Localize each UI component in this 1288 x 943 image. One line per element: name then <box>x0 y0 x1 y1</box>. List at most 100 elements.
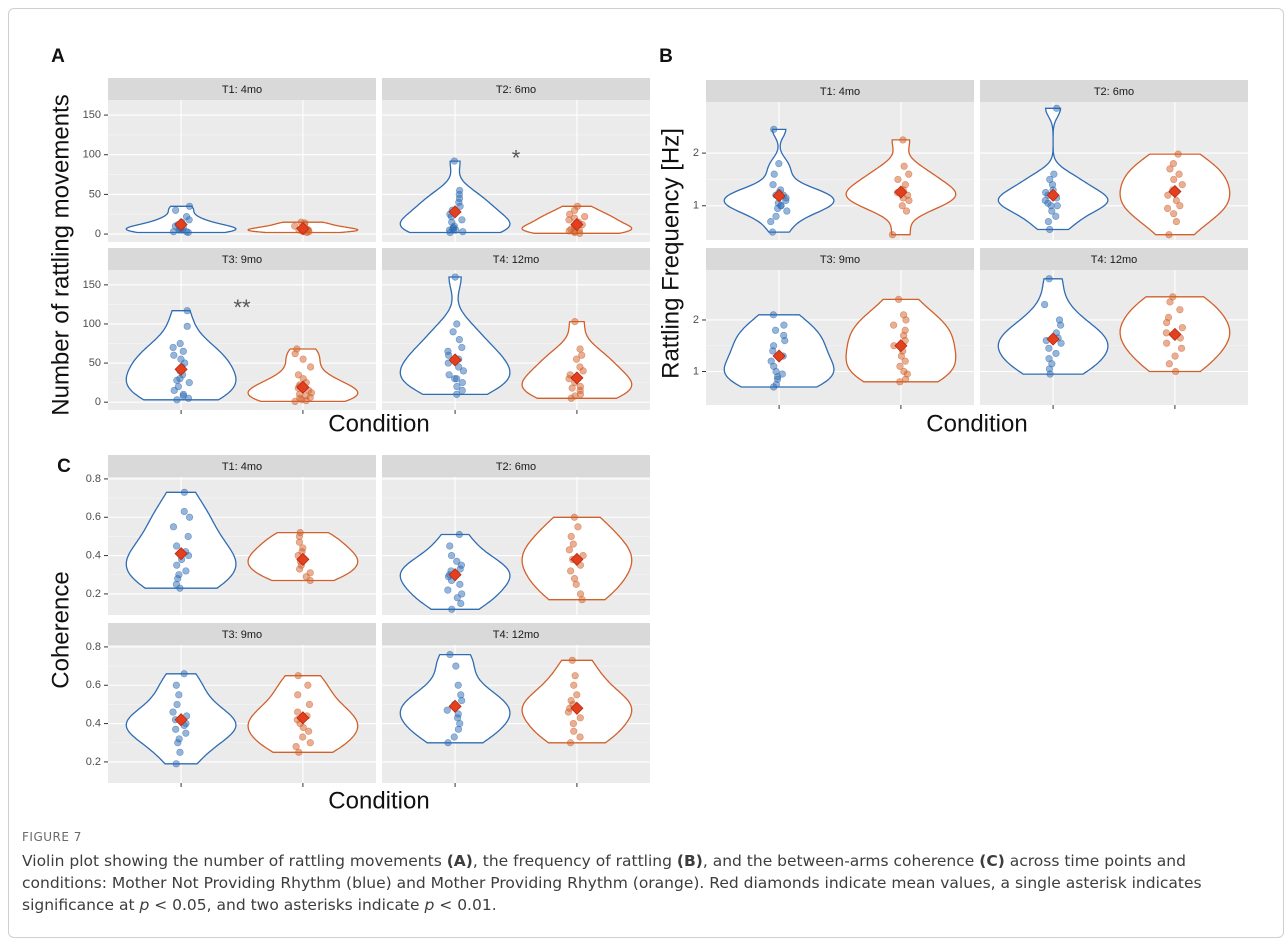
data-point <box>172 725 180 733</box>
data-point <box>458 590 466 598</box>
data-point <box>1045 355 1053 363</box>
data-point <box>569 719 577 728</box>
strip-title: T3: 9mo <box>820 254 860 266</box>
data-point <box>1170 175 1178 184</box>
data-point <box>306 569 314 577</box>
data-point <box>179 390 188 398</box>
data-point <box>444 347 452 355</box>
data-point <box>449 328 457 336</box>
data-point <box>450 157 458 165</box>
data-point <box>900 367 908 376</box>
data-point <box>573 691 581 699</box>
data-point <box>458 216 466 224</box>
y-tick-label: 0.6 <box>86 679 101 691</box>
data-point <box>294 672 302 680</box>
strip-title: T4: 12mo <box>493 629 539 641</box>
data-point <box>1171 352 1179 360</box>
data-point <box>451 273 459 281</box>
strip <box>108 78 376 100</box>
data-point <box>444 739 452 747</box>
y-tick-label: 100 <box>83 149 101 161</box>
data-point <box>294 371 303 379</box>
caption-segment: (C) <box>979 852 1005 870</box>
significance-annotation: * <box>512 146 521 171</box>
mean-marker <box>296 221 310 236</box>
data-point <box>185 202 194 210</box>
data-point <box>180 670 188 678</box>
data-point <box>900 162 908 170</box>
data-point <box>1045 275 1053 283</box>
strip <box>382 455 650 477</box>
caption: FIGURE 7 Violin plot showing the number … <box>22 830 1272 916</box>
data-point <box>888 231 897 239</box>
y-axis-title: Number of rattling movements <box>47 94 74 415</box>
y-tick-label: 150 <box>83 109 101 121</box>
data-point <box>185 513 194 521</box>
y-tick-label: 0.6 <box>86 511 101 523</box>
y-axis-title: Coherence <box>47 571 74 688</box>
data-point <box>446 542 454 550</box>
data-point <box>173 700 181 709</box>
violin <box>399 653 511 744</box>
mean-marker <box>174 362 188 376</box>
data-point <box>770 342 778 350</box>
data-point <box>453 390 461 398</box>
strip <box>382 78 650 100</box>
data-point <box>177 355 185 363</box>
strip-title: T3: 9mo <box>222 254 262 266</box>
caption-segment: p <box>424 896 435 914</box>
data-point <box>182 228 191 236</box>
data-point <box>445 371 453 379</box>
data-point <box>769 311 777 319</box>
caption-segment: < 0.05, and two asterisks indicate <box>149 896 425 914</box>
data-point <box>180 507 188 516</box>
data-point <box>176 748 184 756</box>
data-point <box>1174 150 1182 158</box>
data-point <box>305 727 313 735</box>
data-point <box>783 207 791 215</box>
data-point <box>576 733 584 741</box>
caption-segment: < 0.01. <box>434 896 497 914</box>
data-point <box>1165 360 1173 368</box>
strip-title: T4: 12mo <box>1091 254 1137 266</box>
data-point <box>569 540 577 548</box>
data-point <box>444 359 452 367</box>
y-tick-label: 50 <box>89 357 101 369</box>
violin <box>125 310 237 401</box>
mean-marker <box>772 349 786 363</box>
data-point <box>571 672 579 680</box>
data-point <box>576 590 585 598</box>
data-point <box>899 311 908 319</box>
data-point <box>780 331 788 340</box>
data-point <box>446 650 454 659</box>
data-point <box>306 363 315 371</box>
data-point <box>1046 175 1054 184</box>
data-point <box>1045 344 1053 352</box>
violin <box>521 659 633 744</box>
data-point <box>566 210 574 218</box>
strip <box>706 248 974 270</box>
mean-marker <box>1168 184 1182 199</box>
data-point <box>448 605 456 613</box>
data-point <box>1050 170 1058 178</box>
caption-text: Violin plot showing the number of rattli… <box>22 850 1272 916</box>
mean-marker <box>448 699 462 713</box>
data-point <box>1053 202 1061 210</box>
data-point <box>179 347 187 355</box>
data-point <box>1163 204 1172 212</box>
data-point <box>571 318 579 326</box>
y-tick-label: 50 <box>89 188 101 200</box>
panel-label: C <box>57 456 71 477</box>
data-point <box>1046 225 1054 234</box>
data-point <box>769 181 777 189</box>
mean-marker <box>1046 188 1060 202</box>
strip-title: T2: 6mo <box>1094 86 1134 98</box>
mean-marker <box>894 339 908 353</box>
mean-marker <box>570 701 584 715</box>
data-point <box>449 224 457 233</box>
data-point <box>443 706 451 714</box>
strip <box>382 623 650 645</box>
data-point <box>296 528 304 537</box>
data-point <box>172 760 180 768</box>
